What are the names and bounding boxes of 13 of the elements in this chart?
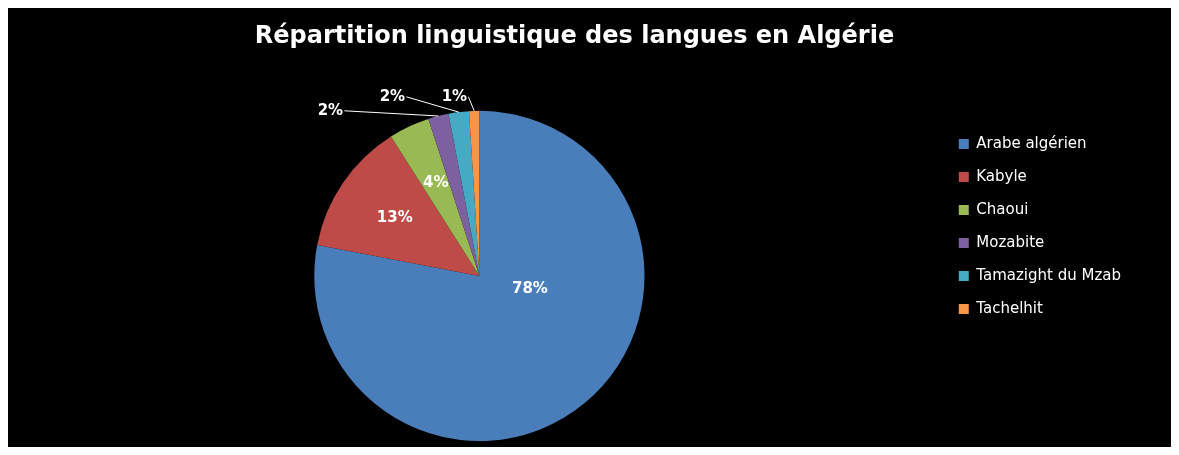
chart-title: Répartition linguistique des langues en Algérie (254, 20, 895, 49)
data-label: 1% (441, 86, 468, 105)
data-label: 13% (376, 208, 413, 227)
legend-label: Arabe algérien (976, 133, 1087, 152)
data-label: 2% (317, 100, 344, 119)
data-label: 2% (379, 86, 406, 105)
data-label: 4% (423, 173, 449, 192)
legend-label: Tamazight du Mzab (975, 265, 1122, 284)
legend-label: Mozabite (976, 232, 1045, 251)
legend-label: Tachelhit (975, 298, 1043, 317)
legend-label: Kabyle (976, 166, 1027, 185)
legend-label: Chaoui (976, 199, 1029, 218)
data-label: 78% (511, 278, 548, 297)
